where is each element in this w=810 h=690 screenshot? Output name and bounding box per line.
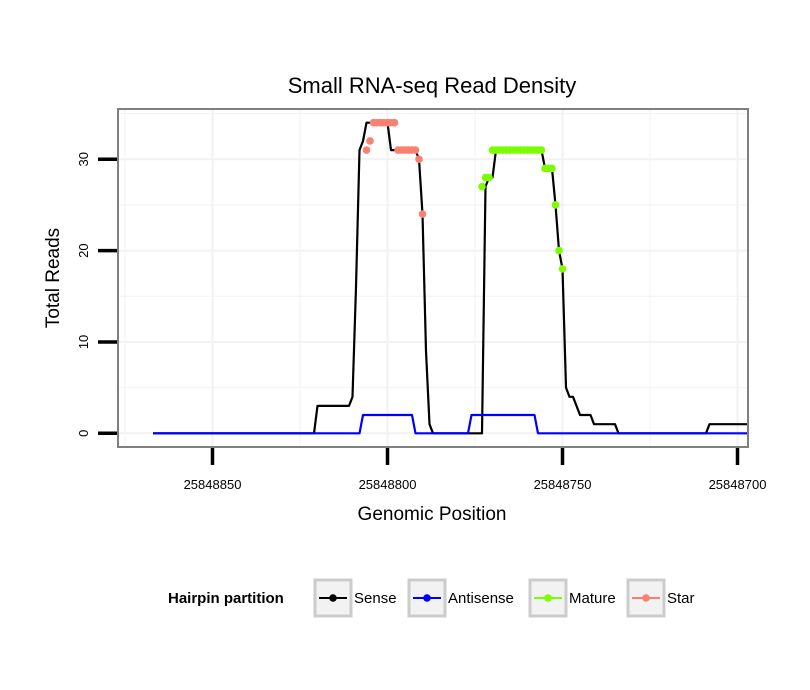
legend-label-mature: Mature: [569, 590, 616, 607]
mature-point: [478, 182, 486, 191]
x-tick-label: 25848700: [709, 477, 767, 492]
legend-dot-star: [642, 594, 650, 602]
star-point: [366, 137, 374, 145]
legend-label-antisense: Antisense: [448, 590, 514, 607]
x-axis: 25848850 25848800 25848750 25848700: [184, 447, 767, 492]
legend-dot-mature: [544, 594, 552, 602]
legend-dot-sense: [329, 594, 337, 602]
star-point: [390, 118, 399, 127]
star-point: [415, 155, 423, 164]
x-tick-label: 25848750: [534, 477, 592, 492]
star-point: [362, 146, 371, 154]
star-point: [418, 210, 427, 218]
series-layer: [153, 118, 748, 435]
y-tick-label: 20: [76, 243, 91, 257]
chart-title: Small RNA-seq Read Density: [288, 73, 577, 98]
y-tick-label: 10: [76, 335, 91, 349]
mature-point: [548, 164, 556, 173]
y-tick-label: 0: [76, 430, 91, 437]
mature-point: [555, 246, 563, 255]
panel-background: [118, 109, 748, 447]
legend: Hairpin partition Sense Antisense Mature St…: [168, 578, 695, 618]
x-tick-label: 25848850: [184, 477, 242, 492]
y-axis-title: Total Reads: [43, 228, 64, 328]
x-tick-label: 25848800: [359, 477, 417, 492]
mature-point: [537, 146, 546, 154]
x-axis-title: Genomic Position: [358, 504, 507, 525]
y-axis: 0 10 20 30: [76, 152, 118, 437]
mature-point: [558, 265, 567, 273]
plot-panel: [118, 109, 748, 447]
legend-label-star: Star: [667, 590, 695, 607]
mature-point: [485, 173, 493, 182]
star-point: [411, 146, 420, 154]
legend-label-sense: Sense: [354, 590, 397, 607]
legend-dot-antisense: [423, 594, 431, 602]
antisense-line: [153, 413, 748, 435]
panel-border: [117, 108, 749, 448]
mature-point: [551, 201, 560, 209]
y-tick-label: 30: [76, 152, 91, 166]
legend-title: Hairpin partition: [168, 590, 284, 607]
